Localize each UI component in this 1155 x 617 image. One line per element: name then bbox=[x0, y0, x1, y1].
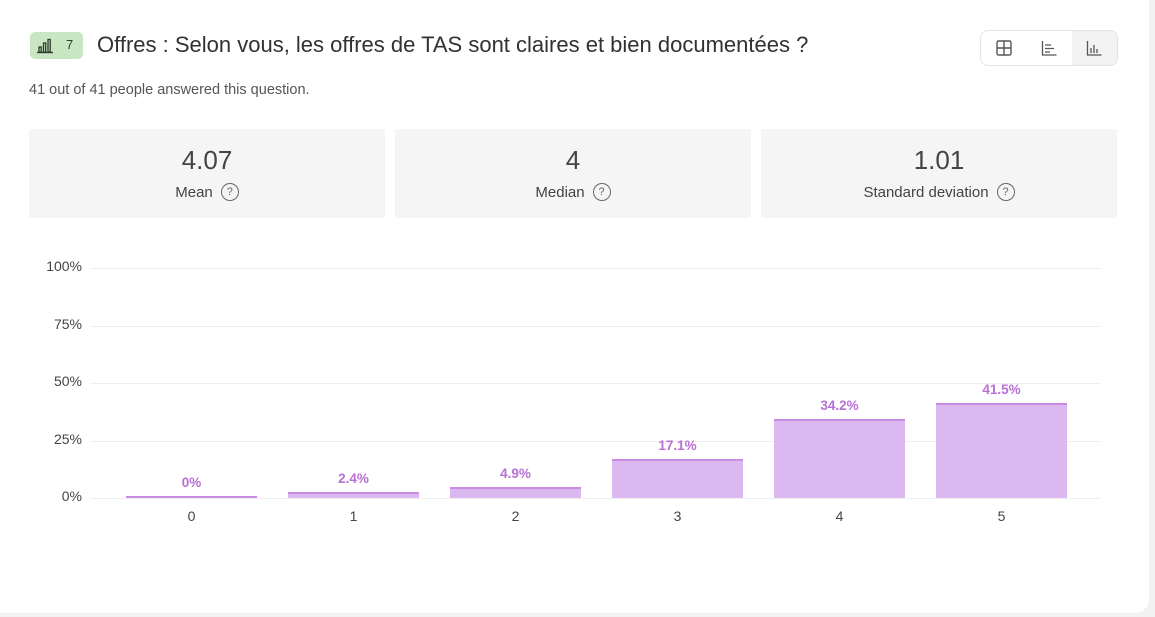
bar[interactable] bbox=[774, 419, 905, 498]
question-number-badge: 7 bbox=[30, 32, 83, 59]
y-axis-tick: 100% bbox=[46, 258, 82, 274]
y-axis-tick: 25% bbox=[53, 430, 82, 447]
stat-value: 4.07 bbox=[181, 145, 233, 175]
bar[interactable] bbox=[450, 486, 581, 498]
horizontal-bar-chart-icon bbox=[1041, 41, 1057, 56]
help-circle-icon[interactable]: ? bbox=[592, 183, 611, 201]
bar-value-label: 4.9% bbox=[500, 465, 531, 481]
view-toggle-group bbox=[980, 30, 1118, 66]
gridline bbox=[90, 325, 1101, 327]
stat-value: 4 bbox=[565, 145, 581, 175]
x-axis-tick: 1 bbox=[349, 508, 358, 524]
vertical-bar-view-button[interactable] bbox=[1071, 31, 1117, 65]
stat-median: 4 Median? bbox=[395, 129, 751, 218]
stat-label: Median bbox=[535, 183, 585, 201]
question-number: 7 bbox=[66, 37, 74, 52]
bar-chart-icon bbox=[37, 38, 53, 54]
bar-value-label: 17.1% bbox=[658, 437, 697, 453]
bar-value-label: 0% bbox=[181, 475, 202, 490]
stat-value: 1.01 bbox=[913, 145, 965, 175]
x-axis-tick: 3 bbox=[673, 508, 682, 524]
stat-standard-deviation: 1.01 Standard deviation? bbox=[761, 129, 1117, 218]
bar-value-label: 2.4% bbox=[338, 471, 369, 487]
stat-label: Standard deviation bbox=[863, 183, 989, 201]
gridline bbox=[90, 498, 1101, 499]
y-axis-tick: 0% bbox=[61, 488, 82, 504]
horizontal-bar-view-button[interactable] bbox=[1026, 31, 1071, 65]
y-axis-tick: 75% bbox=[53, 315, 82, 332]
help-circle-icon[interactable]: ? bbox=[996, 183, 1015, 201]
bar-value-label: 41.5% bbox=[982, 381, 1021, 397]
gridline bbox=[90, 383, 1101, 384]
stat-mean: 4.07 Mean? bbox=[29, 129, 385, 218]
response-summary: 41 out of 41 people answered this questi… bbox=[29, 82, 310, 98]
stat-label: Mean bbox=[175, 183, 213, 201]
question-title: Offres : Selon vous, les offres de TAS s… bbox=[97, 32, 809, 57]
help-circle-icon[interactable]: ? bbox=[220, 183, 239, 201]
table-view-button[interactable] bbox=[981, 31, 1026, 65]
vertical-bar-chart-icon bbox=[1087, 41, 1102, 56]
bar[interactable] bbox=[288, 492, 419, 498]
x-axis-tick: 5 bbox=[997, 508, 1006, 524]
bar[interactable] bbox=[126, 496, 257, 498]
y-axis-tick: 50% bbox=[53, 373, 82, 389]
x-axis-tick: 4 bbox=[835, 508, 844, 524]
gridline bbox=[90, 440, 1101, 442]
bar-value-label: 34.2% bbox=[820, 398, 859, 414]
table-grid-icon bbox=[995, 40, 1012, 56]
x-axis-tick: 0 bbox=[187, 508, 196, 524]
bar[interactable] bbox=[936, 402, 1067, 498]
gridline bbox=[90, 268, 1101, 269]
bar[interactable] bbox=[612, 458, 743, 498]
x-axis-tick: 2 bbox=[511, 508, 520, 524]
